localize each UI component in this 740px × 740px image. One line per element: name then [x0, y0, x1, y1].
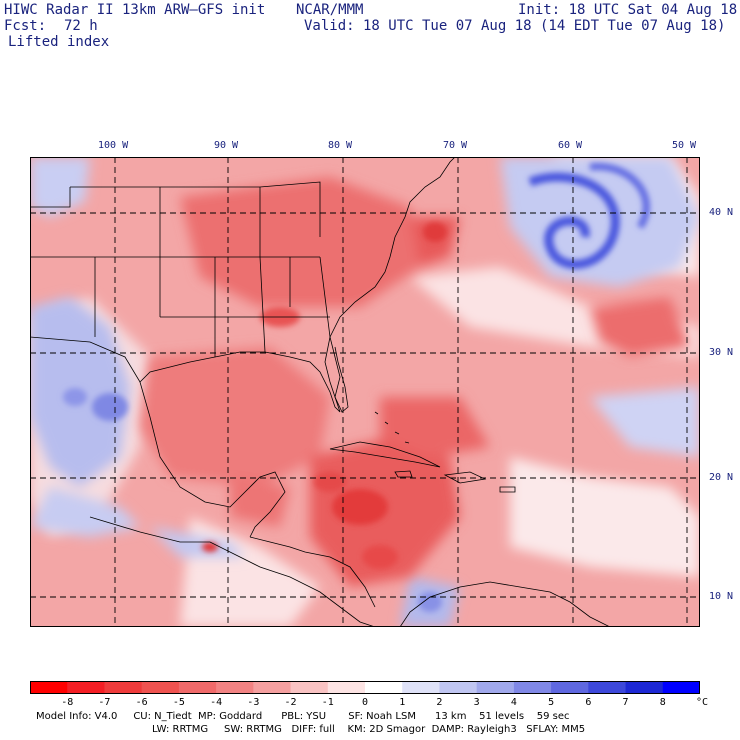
- color-scale-label: -2: [284, 697, 297, 708]
- color-scale-label: 0: [361, 697, 369, 708]
- political-borders: [30, 157, 611, 627]
- org-label: NCAR/MMM: [296, 2, 364, 18]
- color-scale-cell: [365, 681, 403, 694]
- lon-label: 50 W: [672, 140, 697, 151]
- model-info-line-1: Model Info: V4.0 CU: N_Tiedt MP: Goddard…: [36, 711, 570, 722]
- color-scale-label: -1: [321, 697, 334, 708]
- color-scale-cell: [253, 681, 292, 694]
- color-scale-label: -4: [210, 697, 223, 708]
- color-scale-cell: [662, 681, 700, 694]
- strong-stable-swirl: [63, 163, 650, 612]
- color-scale-cell: [178, 681, 217, 694]
- color-scale-label: 3: [473, 697, 480, 708]
- model-title: HIWC Radar II 13km ARW–GFS init: [4, 2, 266, 18]
- color-scale-cell: [30, 681, 68, 694]
- init-time: Init: 18 UTC Sat 04 Aug 18: [518, 2, 738, 18]
- color-scale-label: -3: [247, 697, 260, 708]
- lat-label: 40 N: [709, 207, 734, 218]
- lat-label: 10 N: [709, 591, 734, 602]
- lon-label: 70 W: [443, 140, 468, 151]
- color-scale-label: 5: [548, 697, 555, 708]
- lat-label: 30 N: [709, 347, 734, 358]
- color-scale-label: -6: [135, 697, 148, 708]
- color-scale-cell: [625, 681, 664, 694]
- color-scale-cell: [513, 681, 552, 694]
- color-scale-bar: [30, 681, 700, 694]
- very-unstable-spots: [202, 222, 447, 569]
- model-info-line-2: LW: RRTMG SW: RRTMG DIFF: full KM: 2D Sm…: [152, 724, 586, 735]
- color-scale-label: -8: [61, 697, 74, 708]
- color-scale-cell: [476, 681, 515, 694]
- graticule: [30, 157, 700, 627]
- lon-label: 60 W: [558, 140, 583, 151]
- valid-time: Valid: 18 UTC Tue 07 Aug 18 (14 EDT Tue …: [304, 18, 726, 34]
- field-name: Lifted index: [8, 34, 110, 50]
- color-scale-label: 6: [585, 697, 592, 708]
- color-scale-cell: [551, 681, 589, 694]
- color-scale-cell: [439, 681, 478, 694]
- color-scale-label: -7: [98, 697, 111, 708]
- color-scale-cell: [141, 681, 180, 694]
- forecast-hour: 72 h: [64, 18, 98, 34]
- lon-label: 80 W: [328, 140, 353, 151]
- color-scale-cell: [327, 681, 366, 694]
- color-scale-label: -5: [172, 697, 185, 708]
- color-scale-label: 4: [510, 697, 517, 708]
- lat-label: 20 N: [709, 472, 734, 483]
- color-scale-unit: °C: [695, 697, 709, 708]
- color-scale-label: 1: [399, 697, 406, 708]
- color-scale-cell: [216, 681, 254, 694]
- lon-label: 90 W: [214, 140, 239, 151]
- lon-label: 100 W: [98, 140, 129, 151]
- color-scale-label: 8: [659, 697, 666, 708]
- lifted-index-map: [30, 157, 700, 627]
- color-scale-cell: [588, 681, 627, 694]
- color-scale-cell: [290, 681, 329, 694]
- color-scale-cell: [402, 681, 440, 694]
- color-scale-label: 7: [622, 697, 629, 708]
- forecast-label: Fcst:: [4, 18, 47, 34]
- color-scale-cell: [104, 681, 143, 694]
- color-scale-cell: [67, 681, 105, 694]
- color-scale-label: 2: [436, 697, 443, 708]
